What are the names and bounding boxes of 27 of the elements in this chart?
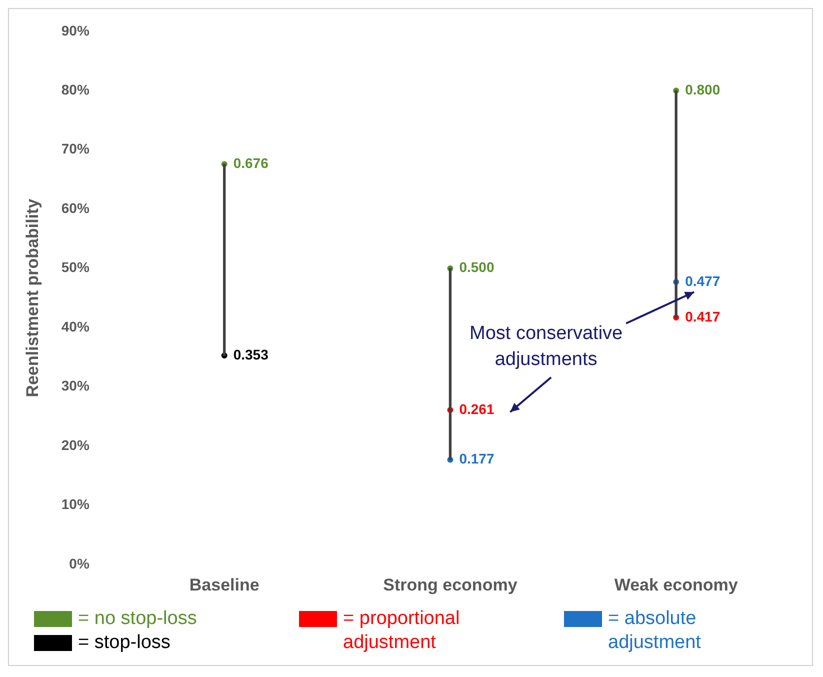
data-label: 0.800	[685, 82, 720, 98]
y-tick-label: 40%	[61, 318, 90, 334]
legend-label: = proportional adjustment	[343, 607, 461, 655]
y-tick-label: 70%	[61, 140, 90, 157]
y-tick-label: 20%	[61, 436, 90, 453]
y-tick-label: 50%	[61, 259, 90, 276]
y-tick-label: 80%	[61, 82, 90, 98]
data-label: 0.177	[459, 450, 494, 467]
y-tick-label: 0%	[69, 555, 90, 572]
data-label: 0.261	[459, 400, 494, 417]
y-tick-label: 60%	[61, 200, 90, 216]
x-tick-label: Baseline	[189, 575, 260, 594]
data-label: 0.417	[685, 308, 720, 324]
legend-label: = stop-loss	[78, 631, 170, 655]
y-tick-label: 10%	[61, 496, 90, 512]
y-tick-label: 90%	[61, 22, 90, 38]
legend-label: = absolute adjustment	[608, 607, 702, 655]
data-label: 0.676	[233, 154, 269, 171]
data-label: 0.353	[233, 346, 269, 362]
data-label: 0.500	[459, 259, 494, 276]
data-label: 0.477	[685, 272, 720, 289]
y-axis-title: Reenlistment probability	[22, 198, 42, 398]
x-tick-label: Weak economy	[614, 575, 738, 594]
legend-label: = no stop-loss	[78, 607, 197, 631]
annotation: Most conservative adjustments	[468, 322, 624, 372]
x-tick-label: Strong economy	[383, 575, 518, 594]
y-tick-label: 30%	[61, 378, 90, 394]
